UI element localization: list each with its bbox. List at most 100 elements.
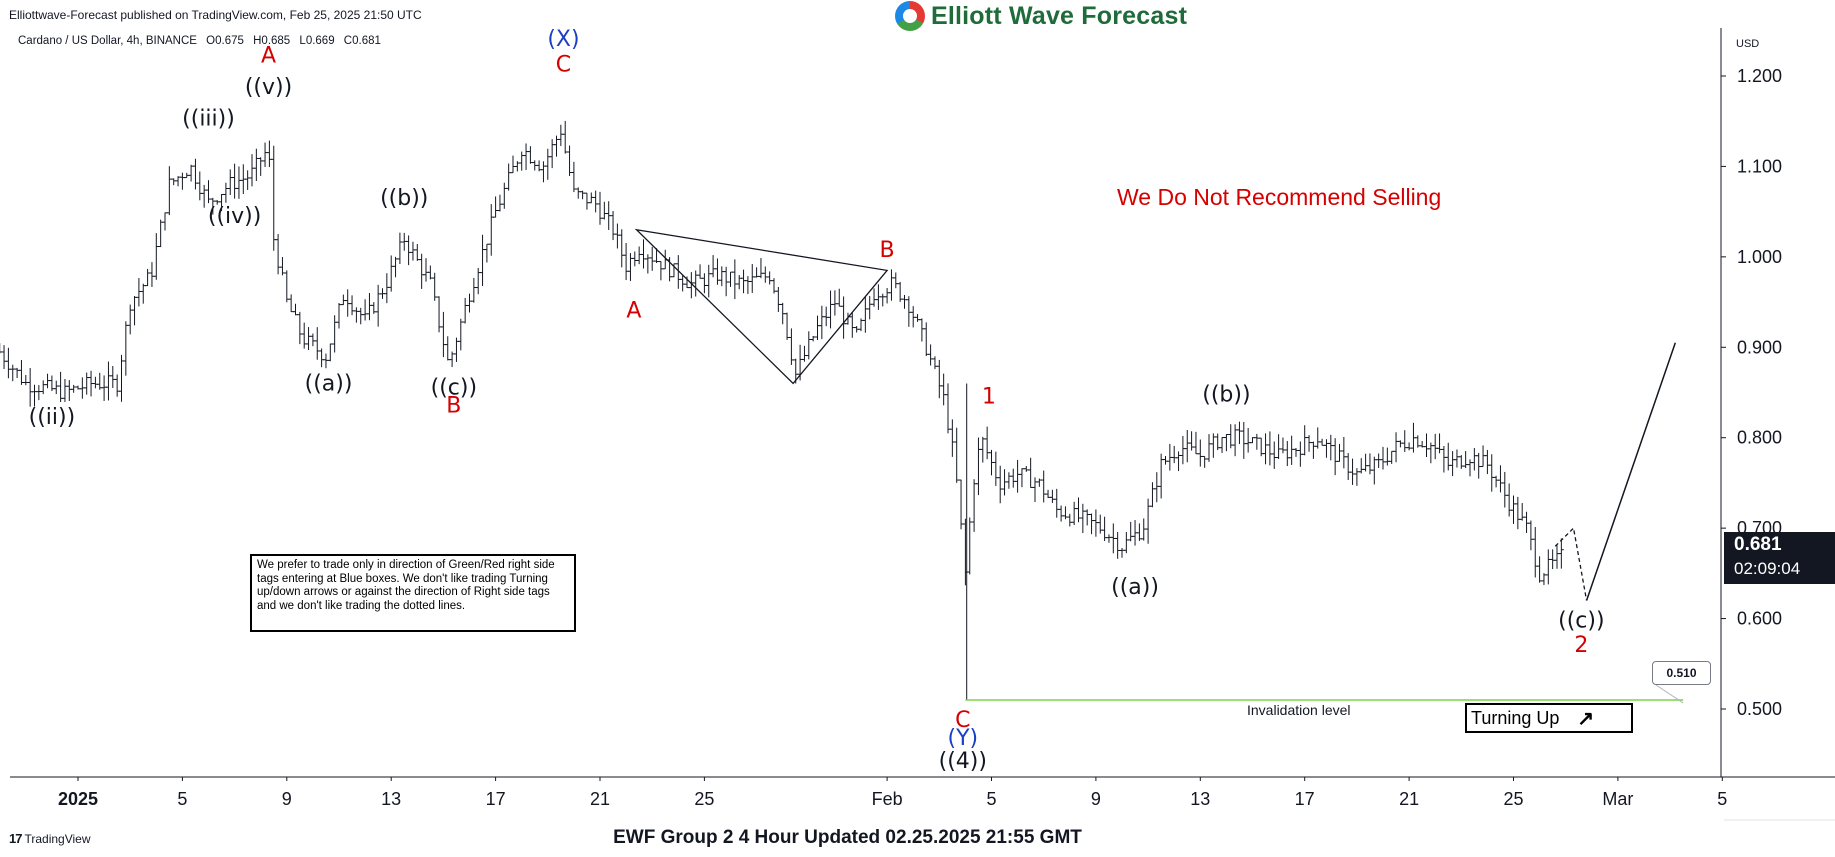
ohlc-bar	[862, 296, 868, 333]
ohlc-bar	[706, 264, 712, 298]
ohlc-bar	[780, 302, 786, 325]
ohlc-bar	[258, 157, 264, 176]
ohlc-bar	[880, 293, 886, 307]
ohlc-bar	[523, 143, 529, 171]
ohlc-bar	[1184, 429, 1190, 463]
ewf-logo: Elliott Wave Forecast	[895, 0, 1187, 32]
ohlc-bar	[580, 190, 586, 200]
projection-line	[1585, 342, 1677, 601]
ohlc-bar	[275, 234, 281, 275]
wave-label-red: C	[556, 52, 571, 77]
price-tick-label: 0.600	[1737, 609, 1782, 629]
ohlc-bar	[1093, 509, 1099, 537]
ohlc-bar	[558, 124, 564, 147]
wave-labels: ((ii)) ((iii)) ((iv)) ((v)) A ((a)) ((b)) ((c))…	[29, 27, 1605, 774]
ohlc-bar	[997, 465, 1003, 504]
ohlc-bar	[519, 151, 525, 171]
ohlc-close-label: C	[343, 35, 353, 47]
ohlc-bar	[1328, 434, 1334, 461]
published-info: Elliottwave-Forecast published on Tradin…	[9, 8, 422, 22]
ohlc-bar	[601, 201, 607, 220]
ohlc-bar	[245, 170, 251, 190]
time-tick-label: 17	[1295, 789, 1315, 809]
ohlc-bar	[971, 479, 977, 532]
ohlc-bar	[266, 140, 272, 168]
ohlc-bar	[619, 229, 625, 268]
wave-label-red: 2	[1574, 633, 1588, 658]
ohlc-bar	[1180, 436, 1186, 465]
trading-note: We prefer to trade only in direction of …	[250, 554, 576, 632]
price-tag-leader	[1655, 684, 1684, 704]
ohlc-bar	[501, 182, 507, 209]
ohlc-bar	[493, 196, 499, 218]
ohlc-bar	[1089, 513, 1095, 535]
time-tick-label: 5	[1717, 789, 1727, 809]
ohlc-bar	[340, 294, 346, 306]
ohlc-bar	[710, 255, 716, 278]
ohlc-bar	[153, 233, 159, 280]
ohlc-bar	[1537, 556, 1543, 583]
ohlc-bar	[1158, 453, 1164, 499]
ohlc-bar	[467, 293, 472, 313]
ohlc-bar	[1062, 506, 1068, 520]
ewf-logo-icon	[895, 1, 925, 31]
ohlc-bar	[1167, 443, 1173, 471]
ohlc-bar	[66, 380, 72, 401]
ohlc-bar	[832, 290, 838, 316]
ohlc-bar	[432, 272, 438, 301]
ohlc-bar	[388, 255, 394, 292]
ohlc-bar	[584, 192, 590, 210]
wave-label-black: ((iii))	[182, 107, 235, 132]
wave-label-red: 1	[982, 384, 996, 409]
ohlc-bar	[719, 266, 725, 287]
ohlc-bar	[588, 192, 594, 204]
ohlc-bar	[1358, 458, 1364, 474]
symbol-info: Cardano / US Dollar, 4h, BINANCE O0.675 …	[18, 35, 381, 47]
ohlc-bar	[1419, 440, 1425, 448]
invalidation-price-tag: 0.510	[1652, 661, 1711, 685]
ohlc-bar	[1223, 434, 1229, 452]
ohlc-bar	[1197, 439, 1203, 467]
ohlc-bar	[989, 449, 994, 476]
ohlc-bar	[1376, 453, 1382, 468]
ohlc-bar	[1110, 523, 1116, 554]
ohlc-bar	[1515, 496, 1521, 530]
wave-label-black: ((4))	[939, 749, 987, 774]
ohlc-bar	[1045, 489, 1051, 499]
ohlc-bar	[32, 384, 37, 407]
ohlc-bar	[171, 178, 177, 186]
ohlc-bar	[53, 380, 59, 395]
ohlc-bar	[353, 307, 359, 323]
ohlc-bar	[414, 243, 420, 261]
ohlc-bar	[445, 336, 451, 361]
ohlc-bar	[453, 337, 459, 362]
ohlc-bar	[462, 297, 468, 324]
current-price-marker: 0.681 02:09:04	[1724, 532, 1835, 584]
ohlc-bar	[1267, 431, 1273, 466]
ohlc-bar	[1463, 451, 1469, 469]
ohlc-bar	[915, 313, 921, 322]
ohlc-bar	[975, 437, 981, 496]
ohlc-bar	[262, 142, 268, 167]
ohlc-bar	[1519, 503, 1525, 521]
ohlc-bar	[893, 272, 899, 289]
ohlc-bar	[240, 164, 246, 194]
ohlc-bar	[1080, 503, 1086, 534]
ohlc-bar	[1076, 497, 1081, 523]
ohlc-bar	[1476, 452, 1482, 479]
ohlc-bar	[297, 311, 303, 345]
ohlc-bar	[440, 311, 446, 358]
ohlc-bar	[1389, 450, 1395, 464]
ohlc-bar	[728, 271, 733, 287]
projection-dotted-path	[1554, 526, 1588, 601]
ohlc-bar	[627, 253, 633, 281]
ohlc-bar	[449, 351, 455, 368]
ohlc-bar	[536, 160, 542, 172]
ohlc-bar	[1245, 428, 1251, 453]
time-tick-label: 21	[590, 789, 610, 809]
ohlc-bar	[1354, 468, 1360, 486]
ohlc-bar	[806, 331, 812, 360]
wave-label-black: ((b))	[1202, 383, 1250, 408]
ohlc-bar	[423, 258, 429, 282]
